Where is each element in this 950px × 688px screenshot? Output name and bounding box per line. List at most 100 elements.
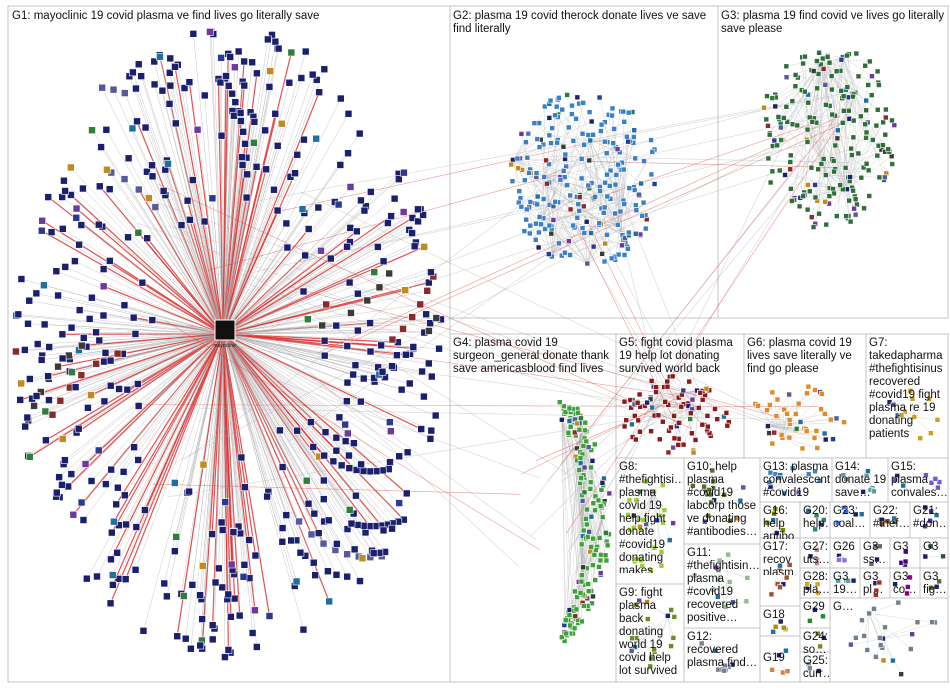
node xyxy=(648,655,654,662)
node xyxy=(882,114,889,121)
node xyxy=(425,278,433,287)
node xyxy=(237,117,245,125)
node xyxy=(366,467,374,476)
node xyxy=(72,213,81,222)
edge xyxy=(101,87,224,335)
node xyxy=(772,103,779,110)
node xyxy=(199,460,208,469)
node xyxy=(587,486,594,492)
node xyxy=(853,635,859,641)
node xyxy=(16,396,25,404)
edge xyxy=(820,64,849,219)
node xyxy=(774,396,781,403)
node xyxy=(643,521,649,527)
node xyxy=(686,378,692,385)
node xyxy=(812,526,818,533)
node xyxy=(590,593,596,600)
edge xyxy=(43,285,224,335)
node xyxy=(67,323,76,332)
node xyxy=(221,653,229,661)
edge xyxy=(143,333,224,632)
node xyxy=(410,242,419,251)
node xyxy=(536,214,543,220)
group-label-g25: G25: curr… xyxy=(803,655,829,680)
node xyxy=(604,232,610,238)
node xyxy=(923,472,929,478)
edge xyxy=(222,230,358,335)
edge xyxy=(622,189,635,236)
node xyxy=(320,351,329,360)
node xyxy=(580,443,587,449)
node xyxy=(32,289,41,298)
node xyxy=(350,439,358,448)
node xyxy=(604,171,610,178)
node xyxy=(669,373,676,380)
edge xyxy=(222,330,430,335)
edge xyxy=(148,197,224,335)
edge xyxy=(910,390,915,418)
node xyxy=(880,657,887,664)
edge xyxy=(914,398,930,418)
node xyxy=(868,561,875,567)
edge xyxy=(807,129,830,197)
node xyxy=(45,396,53,404)
edge xyxy=(222,191,372,335)
node xyxy=(603,557,610,564)
node xyxy=(419,211,427,219)
node xyxy=(822,82,829,88)
node xyxy=(533,220,539,227)
node xyxy=(666,537,673,543)
group-label-g10: G10: help plasma #covid19 labcorp those … xyxy=(687,461,758,538)
node xyxy=(761,104,767,111)
group-label-g4: G4: plasma covid 19 surgeon_general dona… xyxy=(453,337,610,375)
node xyxy=(374,243,382,251)
node xyxy=(273,206,282,215)
node xyxy=(692,437,699,443)
node xyxy=(714,416,721,422)
node xyxy=(402,350,410,359)
edge xyxy=(222,333,358,526)
node xyxy=(639,563,646,569)
node xyxy=(283,243,292,252)
node xyxy=(868,92,875,98)
node xyxy=(56,396,65,405)
node xyxy=(129,313,138,322)
edge xyxy=(222,75,227,335)
node xyxy=(562,249,568,256)
node xyxy=(148,161,156,170)
edge xyxy=(221,333,224,523)
node xyxy=(403,448,412,457)
node xyxy=(862,62,868,69)
node xyxy=(427,372,436,381)
edge xyxy=(590,121,625,141)
group-label-g30: G3 ss… xyxy=(863,541,886,566)
node xyxy=(566,612,573,618)
edge xyxy=(536,204,618,226)
edge xyxy=(213,33,224,335)
node xyxy=(579,130,586,137)
node xyxy=(282,219,291,228)
node xyxy=(23,413,32,422)
node xyxy=(814,630,821,637)
node xyxy=(187,644,195,653)
inter-group-edge xyxy=(566,212,674,401)
node xyxy=(77,341,86,350)
node xyxy=(553,103,560,110)
node xyxy=(631,134,637,140)
node xyxy=(830,158,837,164)
node xyxy=(665,401,672,408)
node xyxy=(425,327,433,335)
edge xyxy=(222,333,283,543)
edge xyxy=(551,196,580,257)
node xyxy=(865,167,872,174)
node xyxy=(865,82,872,88)
node xyxy=(40,320,49,329)
node xyxy=(599,479,606,486)
inter-group-edge xyxy=(565,109,850,534)
node xyxy=(21,346,29,354)
node xyxy=(584,521,590,528)
group-box-g36 xyxy=(889,537,921,569)
node xyxy=(546,115,553,121)
edge xyxy=(222,333,361,582)
node xyxy=(595,497,602,504)
